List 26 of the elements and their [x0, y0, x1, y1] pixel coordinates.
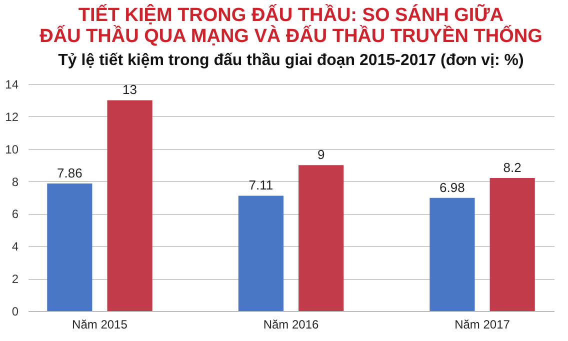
bar — [107, 100, 152, 311]
y-tick-label: 14 — [5, 78, 19, 92]
bar — [47, 184, 92, 311]
y-tick-label: 2 — [12, 272, 19, 286]
data-label: 8.2 — [503, 160, 522, 176]
data-label: 7.86 — [57, 166, 82, 181]
y-tick-label: 6 — [12, 207, 19, 222]
y-tick-label: 4 — [12, 240, 19, 254]
y-tick-label: 12 — [5, 110, 19, 124]
y-tick-label: 0 — [12, 304, 19, 318]
bar — [298, 165, 344, 311]
bar — [490, 178, 535, 311]
x-tick-label: Năm 2017 — [454, 318, 510, 332]
data-label: 9 — [317, 147, 325, 162]
y-tick-label: 8 — [12, 174, 19, 189]
text: TIẾT KIỆM TRONG ĐẤU THẦU: SO SÁNH GIỮA — [78, 5, 504, 26]
bar — [238, 196, 284, 311]
data-label: 13 — [122, 82, 138, 98]
data-label: 6.98 — [440, 180, 465, 195]
x-tick-label: Năm 2016 — [263, 318, 320, 332]
chart-subtitle: Tỷ lệ tiết kiệm trong đấu thầu giai đoạn 2015-2017 (đơn vị: %) — [58, 52, 524, 69]
bar — [430, 198, 475, 311]
y-tick-label: 10 — [5, 142, 19, 156]
data-label: 7.11 — [248, 178, 274, 193]
x-tick-label: Năm 2015 — [72, 318, 128, 332]
text: ĐẤU THẦU QUA MẠNG VÀ ĐẤU THẦU TRUYỀN THỐNG — [40, 26, 542, 47]
